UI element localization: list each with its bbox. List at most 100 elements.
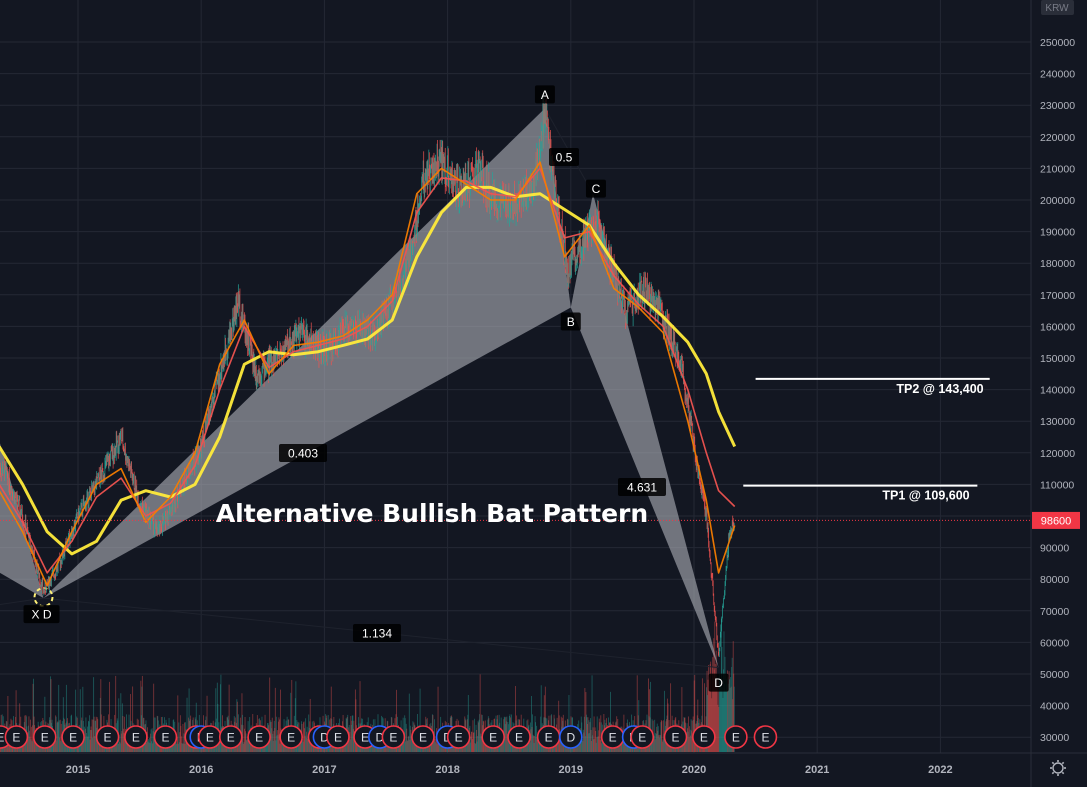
price-tick-label: 200000 <box>1040 195 1075 207</box>
time-tick-label: 2020 <box>682 764 706 776</box>
ratio-label-ab: 0.5 <box>549 148 579 166</box>
price-axis[interactable]: 250000 240000 230000 220000 210000 200000 1900… <box>1040 37 1075 744</box>
price-tick-label: 120000 <box>1040 448 1075 460</box>
earnings-letter: E <box>361 731 369 745</box>
point-label-a: A <box>534 85 555 104</box>
dividend-marker[interactable]: D <box>558 725 583 749</box>
earnings-marker[interactable]: E <box>32 725 57 749</box>
earnings-letter: E <box>255 731 263 745</box>
pattern-title: Alternative Bullish Bat Pattern <box>216 499 648 528</box>
ratio-label-bcd-box <box>618 478 666 496</box>
price-tick-label: 160000 <box>1040 321 1075 333</box>
ratio-label-xd-text: 1.134 <box>362 627 392 641</box>
earnings-letter: E <box>206 731 214 745</box>
time-axis[interactable]: 2015 2016 2017 2018 2019 2020 2021 2022 <box>66 764 953 776</box>
point-label-b-text: B <box>567 315 575 329</box>
earnings-letter: E <box>161 731 169 745</box>
point-label-c: C <box>585 179 606 198</box>
earnings-marker[interactable]: E <box>600 725 625 749</box>
price-tick-label: 250000 <box>1040 37 1075 49</box>
earnings-circle <box>481 725 505 749</box>
time-tick-label: 2017 <box>312 764 336 776</box>
point-label-xd: X D <box>23 605 60 624</box>
earnings-circle <box>218 725 243 749</box>
ratio-label-xab-box <box>279 444 327 462</box>
earnings-circle <box>507 725 531 749</box>
earnings-letter: E <box>334 731 342 745</box>
earnings-marker[interactable]: E <box>153 725 178 749</box>
earnings-marker[interactable]: E <box>536 725 561 749</box>
price-tick-label: 140000 <box>1040 385 1075 397</box>
earnings-marker[interactable]: E <box>124 725 148 749</box>
earnings-marker[interactable]: E <box>326 725 350 749</box>
earnings-circle <box>411 725 435 749</box>
price-tick-label: 40000 <box>1040 701 1069 713</box>
price-tick-label: 30000 <box>1040 732 1069 744</box>
earnings-letter: E <box>41 731 49 745</box>
pattern-labels: A B C D X D 0.5 0.403 4.631 1.134 <box>23 85 729 692</box>
earnings-marker[interactable]: E <box>753 725 778 749</box>
earnings-marker[interactable]: E <box>247 725 271 749</box>
earnings-letter: E <box>12 731 20 745</box>
earnings-marker[interactable]: E <box>724 725 748 749</box>
earnings-circle <box>381 725 406 749</box>
earnings-circle <box>95 725 120 749</box>
price-tick-label: 230000 <box>1040 100 1075 112</box>
gear-icon[interactable] <box>1050 760 1066 776</box>
earnings-letter: E <box>132 731 140 745</box>
earnings-marker[interactable]: E <box>4 725 29 749</box>
earnings-letter: E <box>455 731 463 745</box>
earnings-circle <box>247 725 271 749</box>
earnings-marker[interactable]: E <box>381 725 406 749</box>
point-label-d: D <box>708 673 729 692</box>
point-label-b-box <box>560 312 581 331</box>
point-label-c-box <box>585 179 606 198</box>
earnings-marker[interactable]: E <box>61 725 85 749</box>
earnings-marker[interactable]: E <box>507 725 531 749</box>
earnings-circle <box>326 725 350 749</box>
earnings-letter: E <box>761 731 769 745</box>
earnings-marker[interactable]: E <box>411 725 435 749</box>
price-tick-label: 220000 <box>1040 132 1075 144</box>
ratio-label-bcd-text: 4.631 <box>627 481 657 495</box>
ratio-label-xd-box <box>353 624 401 642</box>
ratio-label-xab: 0.403 <box>279 444 327 462</box>
earnings-circle <box>724 725 748 749</box>
ratio-label-ab-box <box>549 148 579 166</box>
moving-average-ma_mid <box>0 167 736 574</box>
price-tick-label: 180000 <box>1040 258 1075 270</box>
ratio-label-bcd: 4.631 <box>618 478 666 496</box>
dividend-letter: D <box>376 731 385 745</box>
price-tick-label: 170000 <box>1040 290 1075 302</box>
point-label-d-text: D <box>714 676 723 690</box>
earnings-marker[interactable]: E <box>279 725 303 749</box>
price-tick-label: 190000 <box>1040 227 1075 239</box>
price-tick-label: 240000 <box>1040 69 1075 81</box>
earnings-letter: E <box>732 731 740 745</box>
earnings-marker[interactable]: E <box>630 725 655 749</box>
earnings-marker[interactable]: E <box>446 725 471 749</box>
earnings-letter: E <box>609 731 617 745</box>
currency-badge: KRW <box>1041 0 1074 15</box>
target-label-2: TP1 @ 109,600 <box>882 489 969 503</box>
earnings-letter: E <box>489 731 497 745</box>
earnings-marker[interactable]: E <box>692 725 716 749</box>
earnings-letter: E <box>638 731 646 745</box>
earnings-marker[interactable]: E <box>95 725 120 749</box>
price-tick-label: 80000 <box>1040 574 1069 586</box>
earnings-marker[interactable]: E <box>481 725 505 749</box>
earnings-letter: E <box>515 731 523 745</box>
earnings-circle <box>4 725 29 749</box>
currency-label: KRW <box>1045 3 1069 14</box>
earnings-marker[interactable]: E <box>218 725 243 749</box>
ratio-label-ab-text: 0.5 <box>556 151 573 165</box>
earnings-letter: E <box>419 731 427 745</box>
ratio-label-xd: 1.134 <box>353 624 401 642</box>
earnings-circle <box>124 725 148 749</box>
earnings-marker[interactable]: E <box>663 725 688 749</box>
earnings-marker[interactable]: E <box>198 725 222 749</box>
earnings-letter: E <box>700 731 708 745</box>
earnings-circle <box>279 725 303 749</box>
time-tick-label: 2022 <box>928 764 952 776</box>
